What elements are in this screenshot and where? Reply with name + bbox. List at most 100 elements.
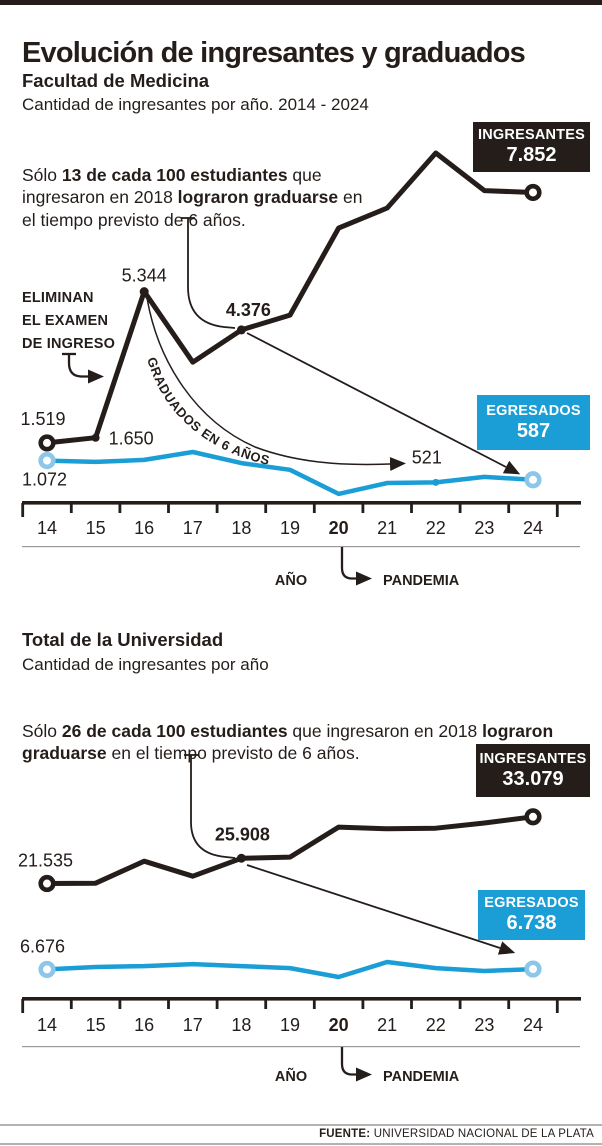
x-axis-tick [215,999,219,1009]
x-axis-tick [21,503,25,517]
year-label: 20 [329,518,349,538]
x-axis-line [22,997,581,1001]
badge-value: 7.852 [506,144,557,166]
x-axis-tick [361,999,365,1009]
x-axis-tick [410,999,413,1009]
chart2-title: Total de la Universidad [22,629,224,650]
year-label: 16 [134,518,154,538]
x-axis-tick [410,503,413,513]
x-axis-tick [21,999,25,1013]
pandemia-label: PANDEMIA [383,1069,460,1085]
year-label: 20 [329,1015,349,1035]
source-credit: FUENTE: UNIVERSIDAD NACIONAL DE LA PLATA [319,1128,594,1140]
year-label: 14 [37,518,57,538]
x-axis-tick [167,503,170,513]
point-value-label: 5.344 [122,266,167,286]
callout1-bold-stat: 13 de cada 100 estudiantes [61,164,288,185]
chart2-subtitle: Cantidad de ingresantes por año [22,655,269,674]
x-axis-tick [118,503,122,513]
eliminan-line-3: DE INGRESO [22,336,116,352]
source-label: FUENTE: [319,1128,371,1140]
source-name: UNIVERSIDAD NACIONAL DE LA PLATA [373,1128,594,1140]
chart1-subtitle: Cantidad de ingresantes por año. 2014 - … [22,95,369,114]
ingresantes-line [44,814,536,886]
universidad-chart: 14 15 16 17 18 19 20 21 22 23 24 AÑO PANDEMIA 21.535 2… [18,754,581,1085]
point-value-label: 21.535 [18,851,73,871]
ingresantes-badge-universidad: INGRESANTES 33.079 [476,744,590,797]
point-value-label: 6.676 [20,936,65,956]
top-rule-bar [0,0,602,5]
x-axis-tick [69,999,73,1009]
egresados-line [44,449,536,497]
graduados-curve-arrow [146,297,406,471]
x-axis-tick [69,503,73,513]
badge-label: EGRESADOS [486,402,581,419]
x-axis-tick [507,999,511,1009]
year-label: 19 [280,518,300,538]
x-axis-tick [312,999,316,1009]
grad-rate-arrow [246,332,521,475]
year-label: 21 [377,1015,397,1035]
data-point-marker [236,325,246,335]
page-title: Evolución de ingresantes y graduados [22,37,526,70]
egresados-endpoint [524,471,542,489]
badge-label: EGRESADOS [484,895,579,911]
x-axis-tick [118,999,122,1009]
data-point-marker [139,287,149,297]
chart1-title: Facultad de Medicina [22,70,210,91]
x-axis-tick [555,999,559,1013]
eliminan-line-1: ELIMINAN [22,290,94,306]
x-axis-tick [264,999,268,1009]
x-axis-tick [458,999,462,1009]
axis-rule [22,546,580,548]
year-label: 18 [231,1015,251,1035]
year-label: 22 [426,1015,446,1035]
year-label: 15 [86,1015,106,1035]
eliminan-line-2: EL EXAMEN [22,313,109,329]
egresados-endpoint [524,960,542,978]
point-value-label: 1.072 [22,470,67,490]
badge-label: INGRESANTES [479,750,587,767]
ingresantes-endpoint [524,183,542,202]
callout2-text: que ingresaron en 2018 [287,720,483,741]
year-label: 23 [474,1015,494,1035]
ingresantes-endpoint [524,808,542,826]
callout2-text: Sólo [22,720,62,741]
ingresantes-endpoint [38,874,56,893]
egresados-badge-universidad: EGRESADOS 6.738 [478,890,585,940]
medicina-chart: GRADUADOS EN 6 AÑOS 14 15 16 17 18 19 20 21 22 23… [20,150,581,589]
chart2-callout: Sólo 26 de cada 100 estudiantes que ingr… [22,720,570,765]
eliminan-hook-arrow [67,354,104,384]
year-label: 19 [280,1015,300,1035]
x-axis-tick [555,503,559,517]
pandemia-hook-arrow [340,547,372,586]
ingresantes-line [44,150,536,446]
x-axis-tick [458,503,462,513]
x-axis-tick [264,503,268,513]
year-label: 17 [183,1015,203,1035]
grad-rate-arrow [246,864,516,955]
year-label: 15 [86,518,106,538]
footer-rule-top [0,1124,602,1126]
callout2-bold-grad: lograron graduarse [22,720,554,764]
axis-rule [22,1046,580,1048]
year-label: 22 [426,518,446,538]
point-value-label: 521 [412,447,442,467]
badge-value: 6.738 [506,912,557,934]
year-label: 21 [377,518,397,538]
x-axis-tick [167,999,170,1009]
callout2-connector-line [190,755,236,859]
callout2-bold-stat: 26 de cada 100 estudiantes [61,720,288,741]
x-axis-line [22,501,581,505]
year-label: 14 [37,1015,57,1035]
point-value-label: 4.376 [226,300,271,320]
chart1-callout: Sólo 13 de cada 100 estudiantes que ingr… [22,164,376,232]
graduados-curve-label: GRADUADOS EN 6 AÑOS [144,355,271,468]
callout1-connector-line [187,218,236,329]
badge-value: 587 [516,419,551,442]
year-label: 18 [231,518,251,538]
point-value-label: 1.650 [109,429,154,449]
pandemia-label: PANDEMIA [383,573,460,589]
eliminan-annotation: ELIMINAN EL EXAMEN DE INGRESO [22,287,115,356]
x-axis-title: AÑO [275,571,307,589]
